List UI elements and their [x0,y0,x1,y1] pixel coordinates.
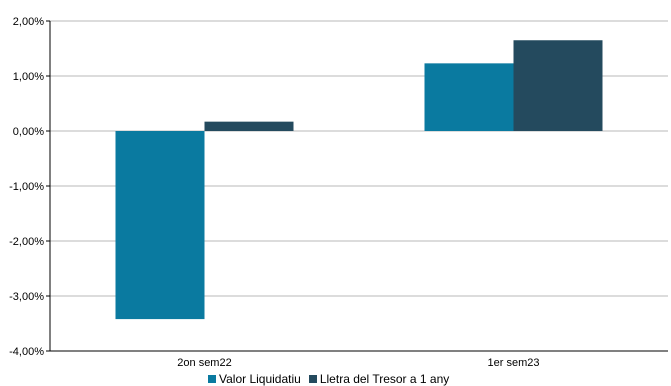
bar-lletra-del-tresor-a-1-any-1 [513,40,603,131]
y-tick-label: 1,00% [13,71,44,83]
bar-lletra-del-tresor-a-1-any-0 [204,121,294,131]
x-tick-label: 2on sem22 [177,357,231,369]
bars [50,40,668,352]
x-axis-ticks: 2on sem22 1er sem23 [177,357,539,369]
y-tick-label: -1,00% [9,181,44,193]
y-tick-label: 0,00% [13,126,44,138]
legend-swatch-lletra-tresor [308,375,317,383]
y-tick-label: -3,00% [9,291,44,303]
legend-label-lletra-tresor: Lletra del Tresor a 1 any [319,372,450,386]
legend-swatch-valor-liquidatiu [208,375,216,383]
y-tick-label: 2,00% [13,16,44,28]
legend-item-valor-liquidatiu: Valor Liquidatiu [208,372,301,386]
legend-label-valor-liquidatiu: Valor Liquidatiu [219,372,301,386]
legend-item-lletra-tresor: Lletra del Tresor a 1 any [308,372,450,386]
bar-valor-liquidatiu-1 [424,63,514,131]
y-tick-label: -2,00% [9,236,44,248]
bar-valor-liquidatiu-0 [115,131,205,320]
y-axis-ticks: 2,00% 1,00% 0,00% -1,00% -2,00% -3,00% -4,00% [9,16,50,358]
y-tick-label: -4,00% [9,346,44,358]
legend: Valor Liquidatiu Lletra del Tresor a 1 a… [208,372,457,386]
x-tick-label: 1er sem23 [488,357,540,369]
